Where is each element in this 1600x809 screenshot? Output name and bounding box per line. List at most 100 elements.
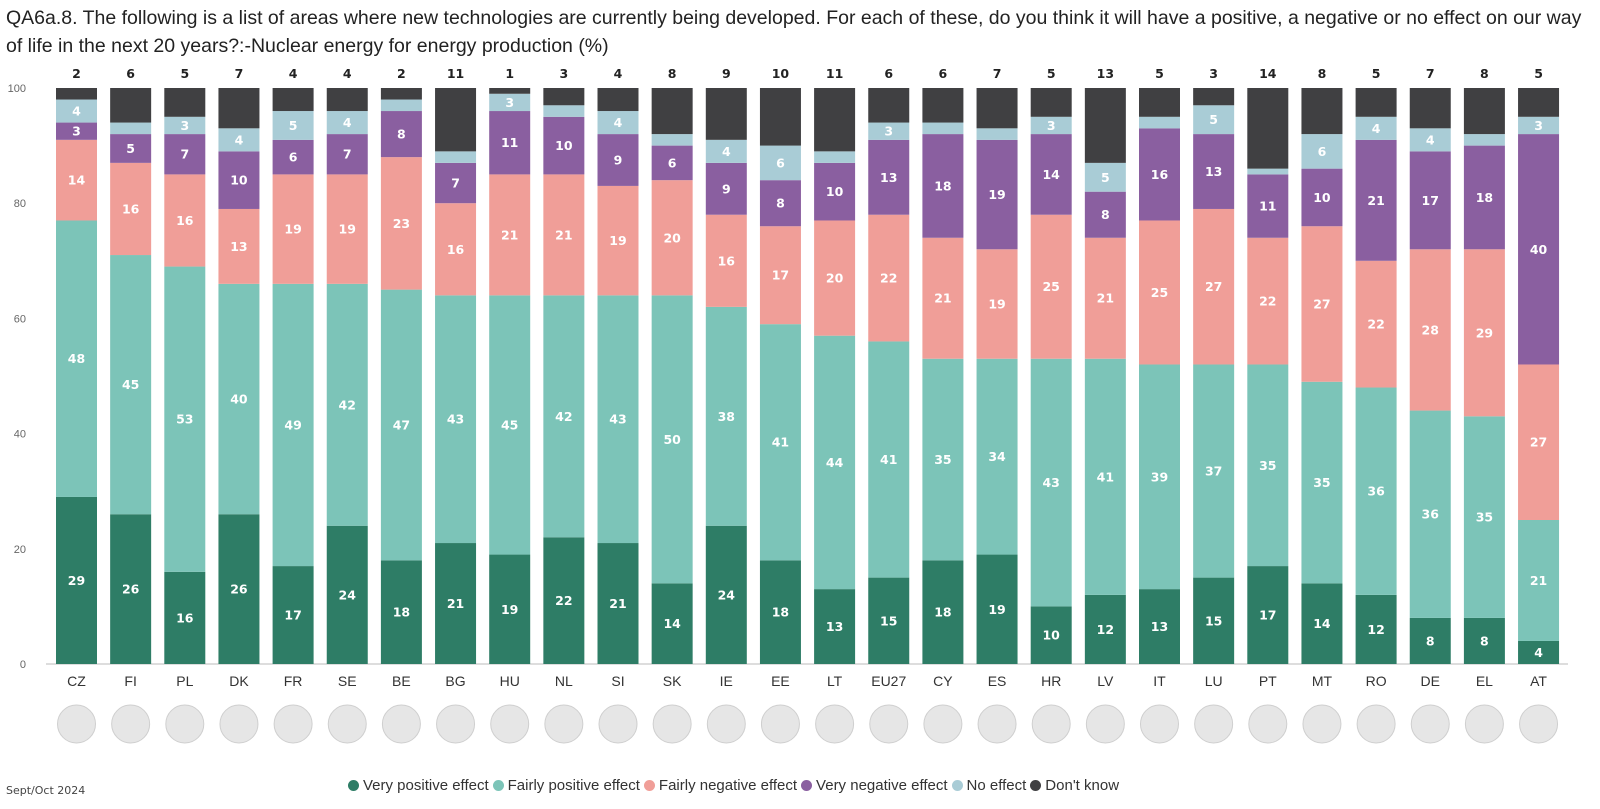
data-label: 16 — [1151, 167, 1169, 182]
legend-item-fairly-positive: Fairly positive effect — [492, 777, 640, 794]
data-label: 17 — [284, 608, 301, 623]
data-label: 20 — [663, 230, 681, 245]
x-tick-label: PL — [176, 673, 193, 689]
bar-segment — [435, 162, 477, 204]
chart-legend: Very positive effect Fairly positive eff… — [348, 777, 1119, 794]
dont-know-label: 8 — [1318, 66, 1327, 81]
flag-icon — [273, 704, 313, 744]
bar-segment — [1355, 88, 1397, 117]
data-label: 3 — [180, 118, 189, 133]
chart-title: QA6a.8. The following is a list of areas… — [6, 7, 1582, 57]
flag-icon — [1356, 704, 1396, 744]
dont-know-label: 2 — [397, 66, 406, 81]
bar-segment — [1463, 617, 1505, 664]
bar-segment — [868, 88, 910, 123]
bar-segment — [759, 226, 801, 325]
bar-segment — [1301, 226, 1343, 382]
bar-segment — [218, 151, 260, 209]
data-label: 14 — [663, 616, 681, 631]
data-label: 16 — [122, 201, 140, 216]
bar-segment — [976, 88, 1018, 129]
data-label: 13 — [230, 239, 247, 254]
data-label: 19 — [988, 297, 1005, 312]
dont-know-label: 11 — [826, 66, 843, 81]
data-label: 19 — [284, 222, 301, 237]
flag-icon — [544, 704, 584, 744]
dont-know-label: 5 — [1155, 66, 1164, 81]
bar-segment — [110, 514, 152, 664]
data-label: 28 — [1422, 322, 1439, 337]
data-label: 16 — [447, 242, 465, 257]
legend-swatch — [951, 780, 963, 791]
data-label: 25 — [1151, 285, 1168, 300]
bar-segment — [1355, 594, 1397, 664]
source-note: Sept/Oct 2024 — [6, 784, 86, 797]
data-label: 4 — [614, 115, 623, 130]
data-label: 26 — [230, 582, 248, 597]
bar-segment — [272, 174, 314, 284]
bar-segment — [1518, 364, 1560, 520]
data-label: 3 — [1534, 118, 1543, 133]
bar-segment — [597, 543, 639, 664]
bar-segment — [435, 151, 477, 163]
bar-segment — [1030, 358, 1072, 607]
dont-know-label: 3 — [559, 66, 568, 81]
data-label: 14 — [1042, 167, 1060, 182]
legend-label: Don't know — [1045, 777, 1120, 794]
data-label: 27 — [1530, 435, 1547, 450]
data-label: 21 — [447, 596, 464, 611]
data-label: 43 — [1042, 475, 1059, 490]
data-label: 45 — [501, 417, 518, 432]
bar-segment — [1193, 208, 1235, 365]
data-label: 6 — [668, 155, 677, 170]
flag-icon — [381, 704, 421, 744]
bar-segment — [272, 566, 314, 664]
bar-segment — [597, 134, 639, 186]
bar-segment — [705, 525, 747, 664]
data-label: 45 — [122, 377, 139, 392]
data-label: 27 — [1313, 297, 1330, 312]
bar-segment — [868, 577, 910, 664]
bar-segment — [218, 208, 260, 284]
data-label: 35 — [1313, 475, 1330, 490]
data-label: 21 — [555, 227, 572, 242]
y-tick-label: 80 — [14, 198, 26, 210]
bar-segment — [1463, 134, 1505, 146]
flag-icon — [490, 704, 530, 744]
bar-segment — [164, 134, 206, 175]
data-label: 23 — [393, 216, 410, 231]
bar-segment — [435, 295, 477, 544]
dont-know-label: 5 — [1372, 66, 1381, 81]
bar-segment — [435, 203, 477, 296]
data-label: 35 — [1476, 510, 1493, 525]
bar-segment — [759, 145, 801, 181]
bar-segment — [164, 116, 206, 135]
data-label: 5 — [1209, 112, 1218, 127]
bar-segment — [814, 162, 856, 221]
bar-segment — [759, 324, 801, 561]
bar-segment — [272, 139, 314, 175]
x-tick-label: HR — [1041, 673, 1061, 689]
data-label: 25 — [1042, 279, 1059, 294]
bar-segment — [56, 496, 97, 664]
bar-segment — [651, 583, 693, 664]
bar-segment — [110, 162, 152, 256]
data-label: 21 — [609, 596, 626, 611]
dont-know-label: 13 — [1097, 66, 1114, 81]
bar-segment — [922, 134, 964, 238]
bar-segment — [1518, 116, 1560, 135]
x-tick-label: FI — [124, 673, 136, 689]
data-label: 17 — [772, 268, 789, 283]
y-tick-label: 60 — [14, 313, 26, 325]
data-label: 35 — [1259, 458, 1276, 473]
bar-segment — [326, 174, 368, 284]
x-tick-label: CY — [933, 673, 953, 689]
data-label: 4 — [1372, 121, 1381, 136]
data-label: 10 — [1313, 190, 1331, 205]
flag-icon — [1248, 704, 1288, 744]
bar-segment — [56, 122, 97, 140]
data-label: 10 — [826, 184, 844, 199]
data-label: 3 — [505, 95, 514, 110]
dont-know-label: 5 — [1534, 66, 1543, 81]
data-label: 4 — [722, 144, 731, 159]
